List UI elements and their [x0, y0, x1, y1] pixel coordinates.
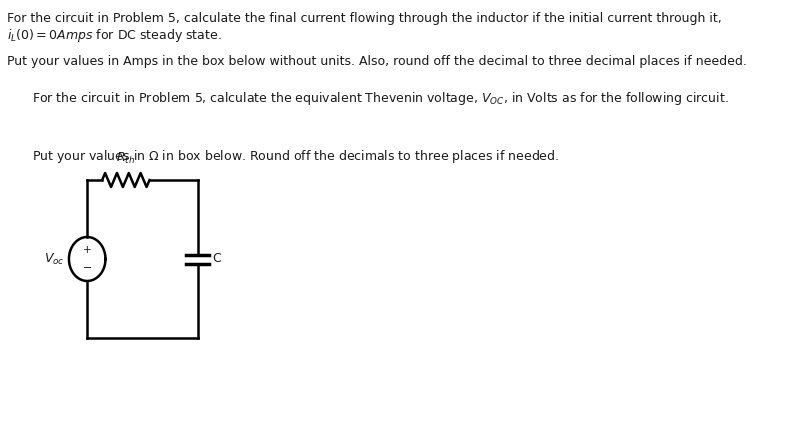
Text: −: −: [82, 263, 92, 273]
Text: $i_L(0) = 0Amps$ for DC steady state.: $i_L(0) = 0Amps$ for DC steady state.: [6, 27, 221, 44]
Text: Put your values in Amps in the box below without units. Also, round off the deci: Put your values in Amps in the box below…: [6, 55, 747, 68]
Text: C: C: [213, 252, 221, 266]
Text: $V_{oc}$: $V_{oc}$: [44, 252, 65, 266]
Text: For the circuit in Problem 5, calculate the equivalent Thevenin voltage, $V_{OC}: For the circuit in Problem 5, calculate …: [32, 90, 728, 107]
Text: Put your values in $\Omega$ in box below. Round off the decimals to three places: Put your values in $\Omega$ in box below…: [32, 148, 559, 165]
Text: $R_{th}$: $R_{th}$: [116, 151, 135, 166]
Text: +: +: [83, 245, 92, 255]
Text: For the circuit in Problem 5, calculate the final current flowing through the in: For the circuit in Problem 5, calculate …: [6, 12, 721, 25]
